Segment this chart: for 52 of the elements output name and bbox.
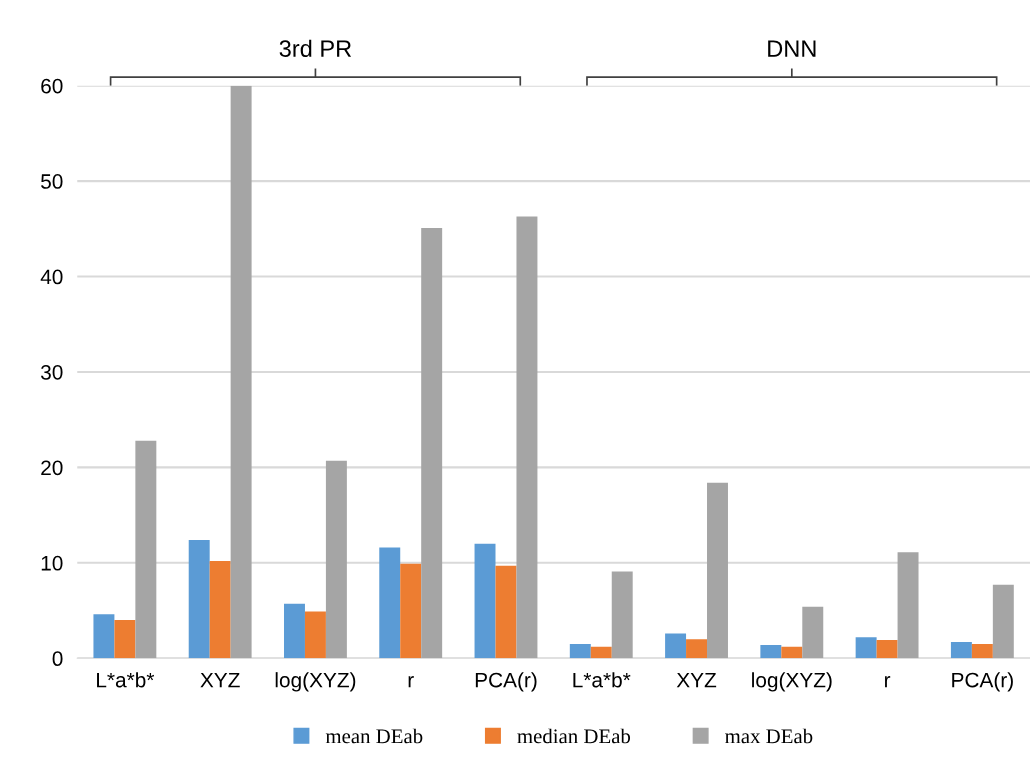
- bar: [325, 460, 347, 659]
- bar: [379, 547, 401, 659]
- bar: [209, 560, 231, 659]
- legend-label: mean DEab: [325, 728, 423, 744]
- bar: [971, 643, 993, 659]
- bar: [707, 482, 728, 659]
- bar: [569, 643, 591, 659]
- x-tick-label: PCA(r): [952, 672, 1013, 692]
- bar: [950, 642, 972, 659]
- text: 3rd PR: [279, 39, 352, 57]
- bar: [516, 216, 538, 659]
- x-tick-label: r: [408, 676, 414, 688]
- bar: [855, 637, 877, 659]
- y-tick-label: 60: [41, 78, 63, 94]
- bar: [611, 571, 633, 659]
- bar: [590, 646, 612, 659]
- bar: [802, 606, 824, 659]
- bar: [495, 565, 517, 659]
- bar: [876, 640, 898, 659]
- x-tick-label: L*a*b*: [97, 672, 155, 688]
- bar: [992, 584, 1014, 659]
- bar: [188, 539, 210, 659]
- y-tick-label: 10: [41, 555, 63, 571]
- bar: [284, 603, 305, 659]
- bar: [897, 552, 919, 659]
- y-tick-label: 20: [41, 460, 63, 476]
- x-tick-label: XYZ: [200, 672, 240, 688]
- x-tick-label: log(XYZ): [752, 672, 832, 692]
- bar: [665, 633, 687, 659]
- bar: [230, 85, 252, 659]
- bar: [781, 646, 803, 659]
- y-tick-label: 40: [40, 269, 63, 285]
- x-tick-label: XYZ: [676, 672, 717, 688]
- bar: [304, 611, 326, 659]
- x-tick-label: PCA(r): [475, 672, 537, 692]
- bar: [474, 543, 496, 659]
- bar: [114, 620, 136, 659]
- y-tick-label: 0: [52, 651, 63, 667]
- y-tick-label: 30: [40, 364, 63, 380]
- text: DNN: [768, 40, 816, 57]
- legend-label: max DEab: [725, 728, 813, 744]
- x-tick-label: L*a*b*: [573, 672, 631, 688]
- bar: [421, 227, 443, 659]
- bar: [686, 639, 708, 659]
- x-tick-label: log(XYZ): [275, 672, 356, 692]
- bar: [400, 563, 422, 659]
- x-tick-label: r: [885, 676, 891, 688]
- bar: [135, 440, 157, 659]
- bar: [93, 614, 115, 659]
- y-tick-label: 50: [41, 174, 63, 189]
- legend-label: median DEab: [517, 728, 631, 744]
- bar: [760, 644, 782, 659]
